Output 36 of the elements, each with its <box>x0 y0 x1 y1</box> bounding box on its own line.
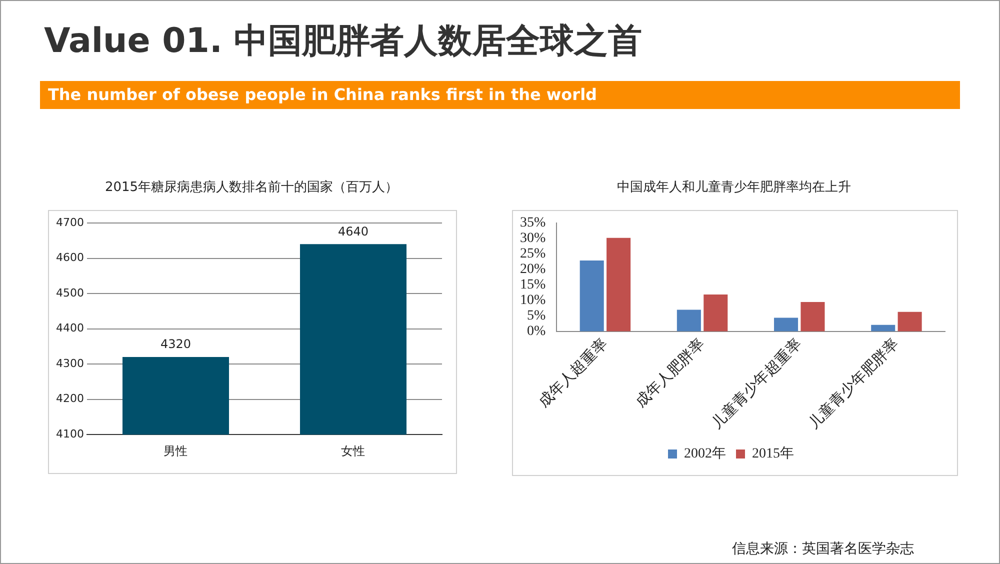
y-tick-label: 10% <box>520 293 546 308</box>
y-tick-label: 25% <box>520 246 546 262</box>
bar <box>606 238 631 332</box>
bar <box>898 312 922 332</box>
y-tick-label: 4600 <box>56 251 84 264</box>
y-tick-label: 5% <box>526 308 546 324</box>
text: The number of obese people in China ranks first in the world <box>40 81 960 109</box>
legend-label: 2015年 <box>752 446 794 462</box>
chart-title: 2015年糖尿病患病人数排名前十的国家（百万人） <box>104 179 400 196</box>
x-tick-label: 成年人肥胖率 <box>632 335 708 412</box>
y-tick-label: 15% <box>520 278 546 293</box>
y-tick-label: 4300 <box>56 356 84 370</box>
bar <box>871 324 896 332</box>
x-tick-label: 儿童青少年超重率 <box>708 335 805 432</box>
legend-label: 2002年 <box>684 446 726 462</box>
text: Value 01. 中国肥胖者人数居全球之首 <box>44 20 642 63</box>
y-tick-label: 35% <box>520 216 546 231</box>
x-tick-label: 女性 <box>341 444 366 458</box>
chart-title: 中国成年人和儿童青少年肥胖率均在上升 <box>616 179 852 196</box>
bar <box>580 260 604 332</box>
bar <box>774 318 798 332</box>
y-tick-label: 4400 <box>56 322 84 335</box>
y-tick-label: 20% <box>520 262 546 278</box>
y-tick-label: 4200 <box>56 392 84 406</box>
x-tick-label: 男性 <box>164 444 188 458</box>
text: 信息来源：英国著名医学杂志 <box>732 540 914 558</box>
y-tick-label: 4500 <box>56 286 84 300</box>
y-tick-label: 30% <box>520 231 546 246</box>
y-tick-label: 4700 <box>56 216 84 229</box>
y-tick-label: 4100 <box>56 427 84 440</box>
bar <box>704 294 728 332</box>
bar <box>800 302 825 332</box>
x-tick-label: 儿童青少年肥胖率 <box>805 335 902 432</box>
data-label: 4640 <box>338 224 369 238</box>
bar <box>676 310 701 332</box>
data-label: 4320 <box>160 337 192 352</box>
